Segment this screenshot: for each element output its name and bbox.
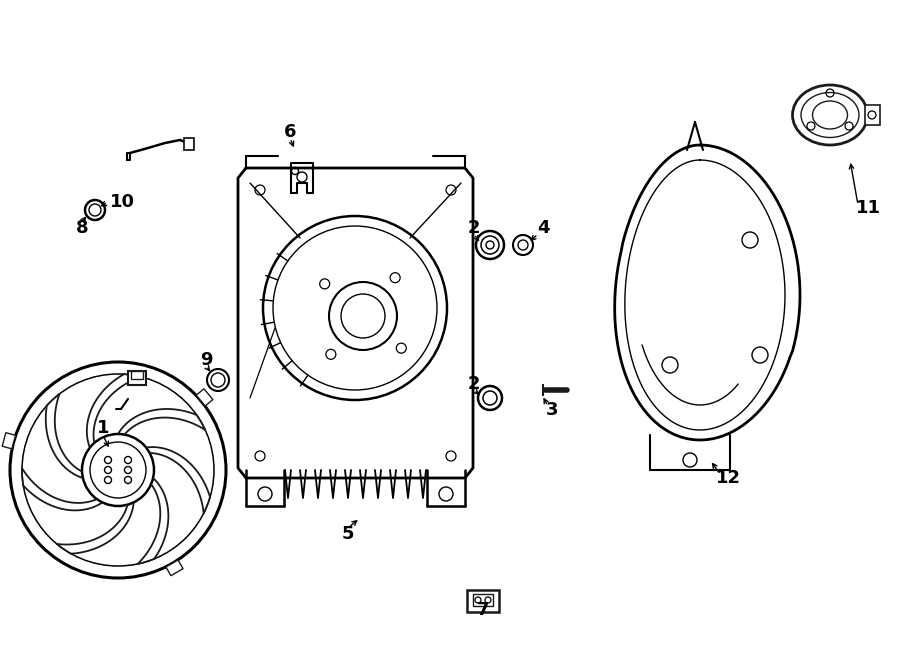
Polygon shape — [166, 560, 183, 576]
Text: 6: 6 — [284, 123, 296, 141]
FancyBboxPatch shape — [473, 594, 493, 606]
Text: 8: 8 — [76, 219, 88, 237]
Text: 4: 4 — [536, 219, 549, 237]
Ellipse shape — [793, 85, 868, 145]
Text: 10: 10 — [110, 193, 134, 211]
FancyBboxPatch shape — [865, 105, 880, 125]
Text: 2: 2 — [468, 219, 481, 237]
Text: 2: 2 — [468, 375, 481, 393]
Text: 9: 9 — [200, 351, 212, 369]
Ellipse shape — [813, 101, 848, 129]
FancyBboxPatch shape — [128, 371, 146, 385]
Text: 7: 7 — [477, 601, 490, 619]
Text: 12: 12 — [716, 469, 741, 487]
FancyBboxPatch shape — [131, 371, 143, 379]
Text: 11: 11 — [856, 199, 880, 217]
FancyBboxPatch shape — [184, 138, 194, 150]
Text: 3: 3 — [545, 401, 558, 419]
Polygon shape — [2, 433, 15, 449]
Text: 1: 1 — [97, 419, 109, 437]
Text: 5: 5 — [342, 525, 355, 543]
Polygon shape — [196, 389, 213, 406]
FancyBboxPatch shape — [467, 590, 499, 612]
Ellipse shape — [801, 93, 859, 137]
